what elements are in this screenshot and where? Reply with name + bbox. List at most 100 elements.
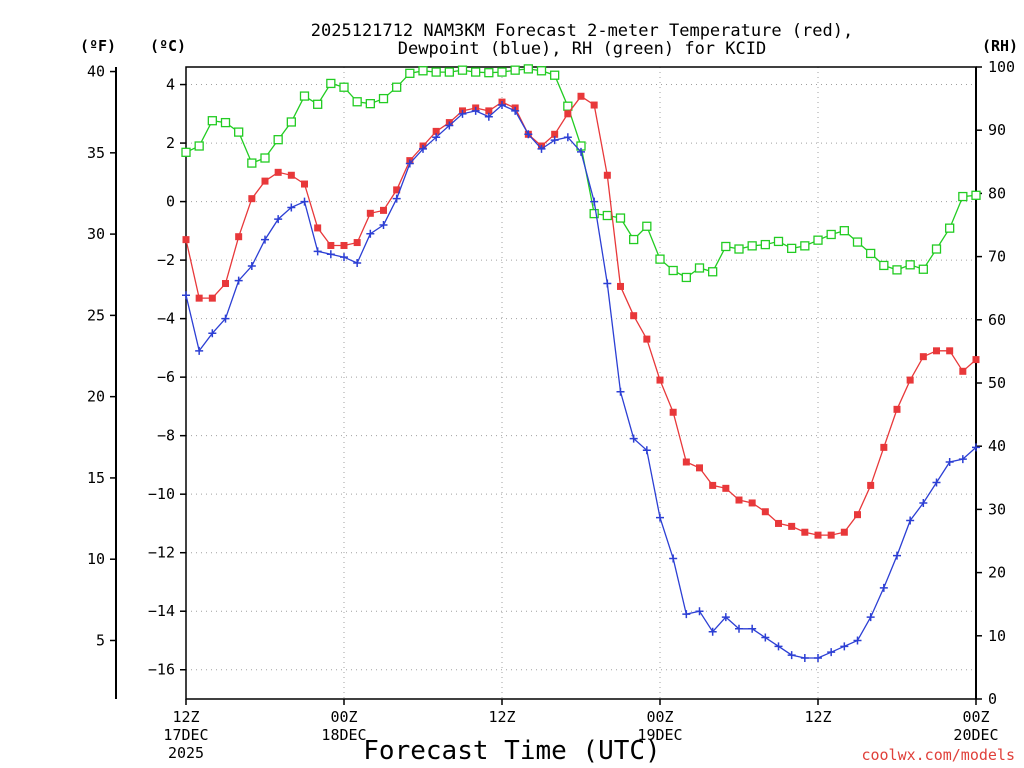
rh-tick-label: 0 xyxy=(988,690,997,708)
fahrenheit-tick-label: 30 xyxy=(87,225,105,243)
rh-point xyxy=(787,243,797,254)
dewpoint-point xyxy=(208,329,217,338)
fahrenheit-unit-label: (ºF) xyxy=(80,37,116,55)
temperature-point xyxy=(353,239,361,247)
dewpoint-point xyxy=(300,197,309,206)
temperature-point xyxy=(814,531,822,539)
dewpoint-point xyxy=(234,276,243,285)
rh-point xyxy=(326,78,336,89)
dewpoint-point xyxy=(366,229,375,238)
temperature-point xyxy=(274,168,282,176)
fahrenheit-tick-label: 25 xyxy=(87,306,105,324)
rh-point xyxy=(523,64,533,74)
temperature-point xyxy=(590,101,598,109)
temperature-point xyxy=(248,195,256,203)
dewpoint-point xyxy=(287,203,296,212)
celsius-tick-label: −2 xyxy=(157,251,175,269)
temperature-point xyxy=(880,443,888,451)
dewpoint-point xyxy=(748,624,757,633)
dewpoint-point xyxy=(563,133,572,142)
dewpoint-point xyxy=(708,627,717,636)
rh-point xyxy=(813,235,823,245)
rh-point xyxy=(392,82,402,92)
rh-point xyxy=(734,244,744,254)
rh-point xyxy=(918,264,928,274)
temperature-point xyxy=(801,528,809,536)
dewpoint-point xyxy=(840,642,849,651)
rh-point xyxy=(536,66,547,76)
credit-text: coolwx.com/models xyxy=(861,746,1015,764)
rh-point xyxy=(234,127,244,137)
temperature-point xyxy=(432,127,440,135)
fahrenheit-tick-label: 15 xyxy=(87,469,105,487)
rh-point xyxy=(629,234,639,245)
temperature-point xyxy=(340,241,348,249)
dewpoint-point xyxy=(511,106,520,115)
dewpoint-point xyxy=(261,235,269,244)
time-tick-label: 00Z xyxy=(646,708,673,726)
dewpoint-point xyxy=(274,215,283,224)
dewpoint-point xyxy=(603,279,612,288)
dewpoint-point xyxy=(577,147,585,156)
rh-point xyxy=(497,67,507,77)
rh-point xyxy=(207,116,217,126)
time-tick-label: 12Z xyxy=(804,708,831,726)
dewpoint-point xyxy=(392,194,401,203)
dewpoint-point xyxy=(787,651,796,660)
rh-point xyxy=(760,239,770,250)
temperature-point xyxy=(722,484,730,492)
rh-point xyxy=(694,263,705,273)
dewpoint-point xyxy=(866,613,875,622)
dewpoint-point xyxy=(550,136,559,145)
dewpoint-point xyxy=(853,636,862,645)
temperature-point xyxy=(933,347,940,355)
rh-point xyxy=(602,210,612,221)
dewpoint-point xyxy=(537,144,546,153)
celsius-tick-label: 2 xyxy=(166,134,175,152)
rh-point xyxy=(220,117,231,128)
rh-point xyxy=(550,70,560,80)
temperature-point xyxy=(669,408,677,416)
rh-point xyxy=(418,66,428,76)
dewpoint-point xyxy=(893,551,901,560)
fahrenheit-tick-label: 35 xyxy=(87,144,105,162)
rh-point xyxy=(721,241,731,252)
time-tick-label: 18DEC xyxy=(321,726,366,744)
dewpoint-line xyxy=(185,104,977,659)
temperature-point xyxy=(696,464,703,472)
rh-point xyxy=(365,99,375,109)
dewpoint-point xyxy=(405,159,414,168)
rh-point xyxy=(589,208,599,219)
dewpoint-point xyxy=(182,291,190,300)
dewpoint-point xyxy=(419,144,427,153)
celsius-axis: 4 2 0 −2 −4 −6 −8 −10 −12 −14 −16 xyxy=(148,76,186,679)
rh-tick-label: 50 xyxy=(988,374,1006,392)
temperature-point xyxy=(301,180,308,188)
dewpoint-point xyxy=(972,443,980,452)
rh-tick-label: 10 xyxy=(988,627,1006,645)
chart-title-line2: Dewpoint (blue), RH (green) for KCID xyxy=(398,39,766,59)
dewpoint-point xyxy=(616,387,625,396)
dewpoint-point xyxy=(458,109,467,118)
temperature-point xyxy=(709,481,717,489)
rh-point xyxy=(839,226,849,236)
temperature-point xyxy=(643,335,651,343)
temperature-point xyxy=(919,353,927,361)
temperature-point xyxy=(380,206,387,214)
time-tick-label: 12Z xyxy=(172,708,199,726)
temperature-point xyxy=(867,481,875,489)
fahrenheit-tick-label: 5 xyxy=(96,631,105,649)
rh-tick-label: 40 xyxy=(988,437,1006,455)
dewpoint-point xyxy=(906,516,915,525)
temperature-point xyxy=(735,496,743,504)
rh-point xyxy=(866,248,876,259)
rh-point xyxy=(471,67,481,77)
temperature-point xyxy=(261,177,269,185)
rh-tick-label: 30 xyxy=(988,500,1006,518)
rh-point xyxy=(247,158,257,168)
dewpoint-point xyxy=(340,253,348,262)
temperature-point xyxy=(287,171,295,179)
celsius-tick-label: −14 xyxy=(148,602,175,620)
rh-point xyxy=(773,236,784,247)
